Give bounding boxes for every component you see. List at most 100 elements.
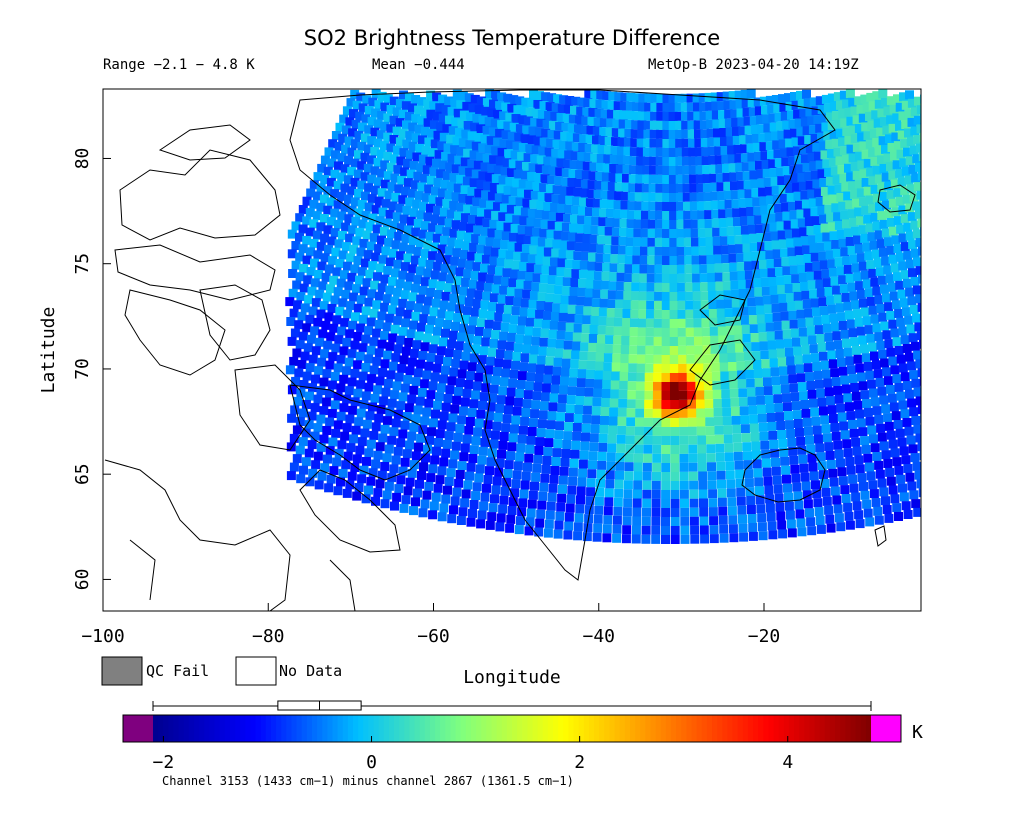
heat-cell — [720, 245, 730, 255]
heat-cell — [954, 311, 963, 320]
x-tick-label: −80 — [252, 626, 285, 647]
heat-cell — [422, 407, 432, 417]
heat-cell — [940, 418, 949, 427]
heat-cell — [688, 156, 698, 166]
colorbar-segment — [255, 715, 262, 742]
heat-cell — [685, 291, 694, 301]
heat-cell — [624, 119, 634, 129]
heat-cell — [863, 407, 873, 417]
heat-cell — [823, 131, 833, 141]
colorbar-segment — [773, 715, 780, 742]
heat-cell — [450, 145, 460, 155]
colorbar-segment — [670, 715, 677, 742]
heat-cell — [654, 273, 664, 283]
heat-cell — [829, 313, 839, 323]
heat-cell — [292, 280, 302, 290]
heat-cell — [918, 152, 921, 162]
heat-cell — [471, 344, 481, 354]
heat-cell — [908, 240, 918, 250]
heat-cell — [783, 338, 793, 348]
heat-cell — [676, 219, 686, 229]
heat-cell — [893, 188, 903, 198]
heat-cell — [612, 524, 622, 534]
heat-cell — [476, 179, 486, 189]
heat-cell — [518, 371, 527, 381]
heat-cell — [642, 480, 652, 490]
heat-cell — [592, 126, 602, 136]
heat-cell — [604, 235, 614, 245]
heat-cell — [918, 274, 921, 284]
heat-cell — [966, 411, 975, 420]
heat-cell — [421, 146, 431, 155]
heat-cell — [764, 395, 774, 405]
heat-cell — [748, 107, 758, 117]
heat-cell — [547, 129, 557, 139]
heat-cell — [613, 200, 623, 210]
heat-cell — [463, 121, 473, 130]
heat-cell — [903, 250, 913, 260]
heat-cell — [731, 406, 740, 416]
heat-cell — [580, 251, 590, 261]
heat-cell — [545, 429, 555, 439]
heat-cell — [945, 105, 954, 114]
heat-cell — [733, 144, 743, 154]
heat-cell — [762, 368, 772, 378]
heat-cell — [842, 99, 852, 109]
heat-cell — [295, 340, 305, 350]
heat-cell — [865, 223, 875, 233]
heat-cell — [505, 341, 515, 351]
heat-cell — [929, 206, 938, 215]
heat-cell — [374, 320, 384, 329]
heat-cell — [467, 362, 477, 372]
heat-cell — [774, 403, 784, 413]
heat-cell — [459, 286, 469, 296]
heat-cell — [670, 526, 680, 535]
heat-cell — [763, 304, 773, 314]
colorbar-segment — [353, 715, 359, 742]
heat-cell — [383, 266, 393, 275]
heat-cell — [636, 147, 646, 157]
heat-cell — [286, 317, 296, 326]
heat-cell — [374, 244, 384, 254]
heat-cell — [720, 236, 729, 246]
heat-cell — [957, 244, 966, 253]
heat-cell — [941, 296, 950, 305]
colorbar-segment — [517, 715, 523, 742]
heat-cell — [526, 372, 536, 382]
heat-cell — [662, 229, 671, 238]
heat-cell — [549, 320, 559, 330]
heat-cell — [836, 458, 845, 468]
heat-cell — [373, 138, 383, 148]
heat-cell — [808, 462, 818, 472]
heat-cell — [756, 305, 765, 315]
heat-cell — [562, 113, 572, 123]
heat-cell — [391, 455, 401, 465]
heat-cell — [843, 191, 853, 201]
heat-cell — [574, 178, 584, 188]
heat-cell — [662, 139, 672, 148]
heat-cell — [1004, 304, 1013, 313]
heat-cell — [856, 253, 866, 263]
heat-cell — [789, 210, 799, 220]
heat-cell — [721, 398, 731, 408]
heat-cell — [834, 394, 844, 404]
colorbar-segment — [542, 715, 549, 742]
heat-cell — [523, 116, 533, 126]
heat-cell — [342, 394, 352, 404]
heat-cell — [540, 328, 550, 338]
heat-cell — [746, 89, 756, 99]
heat-cell — [627, 381, 637, 391]
heat-cell — [290, 405, 300, 415]
heat-cell — [895, 428, 905, 438]
heat-cell — [541, 92, 551, 102]
heat-cell — [849, 254, 859, 264]
heat-cell — [782, 474, 791, 484]
heat-cell — [473, 160, 483, 170]
heat-cell — [699, 498, 708, 508]
heat-cell — [644, 381, 654, 391]
heat-cell — [898, 261, 908, 271]
heat-cell — [653, 363, 663, 373]
heat-cell — [777, 430, 787, 439]
heat-cell — [700, 291, 710, 301]
colorbar-segment — [624, 715, 631, 742]
